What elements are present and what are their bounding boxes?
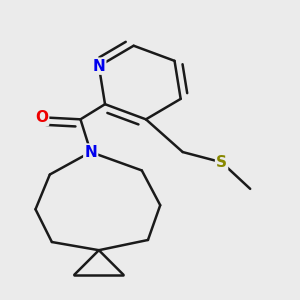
Text: N: N	[84, 145, 97, 160]
Text: N: N	[92, 59, 105, 74]
Text: S: S	[216, 155, 227, 170]
Text: O: O	[35, 110, 48, 125]
